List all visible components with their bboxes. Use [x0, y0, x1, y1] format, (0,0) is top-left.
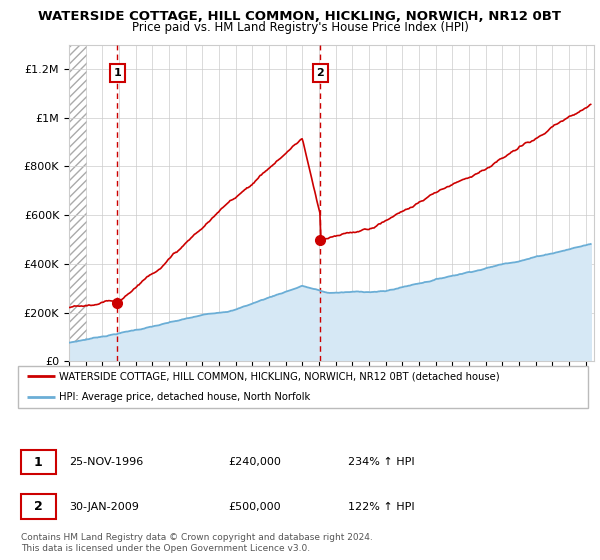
- Text: 1: 1: [34, 455, 43, 469]
- Text: 1: 1: [113, 68, 121, 78]
- Text: 30-JAN-2009: 30-JAN-2009: [69, 502, 139, 512]
- Text: 25-NOV-1996: 25-NOV-1996: [69, 457, 143, 467]
- Text: WATERSIDE COTTAGE, HILL COMMON, HICKLING, NORWICH, NR12 0BT (detached house): WATERSIDE COTTAGE, HILL COMMON, HICKLING…: [59, 371, 500, 381]
- Text: £500,000: £500,000: [228, 502, 281, 512]
- Text: Contains HM Land Registry data © Crown copyright and database right 2024.: Contains HM Land Registry data © Crown c…: [21, 533, 373, 542]
- Text: Price paid vs. HM Land Registry's House Price Index (HPI): Price paid vs. HM Land Registry's House …: [131, 21, 469, 34]
- Text: 2: 2: [34, 500, 43, 514]
- Text: HPI: Average price, detached house, North Norfolk: HPI: Average price, detached house, Nort…: [59, 392, 310, 402]
- Text: £240,000: £240,000: [228, 457, 281, 467]
- FancyBboxPatch shape: [18, 366, 588, 408]
- Text: 2: 2: [316, 68, 324, 78]
- Text: This data is licensed under the Open Government Licence v3.0.: This data is licensed under the Open Gov…: [21, 544, 310, 553]
- Text: WATERSIDE COTTAGE, HILL COMMON, HICKLING, NORWICH, NR12 0BT: WATERSIDE COTTAGE, HILL COMMON, HICKLING…: [38, 10, 562, 22]
- Text: 122% ↑ HPI: 122% ↑ HPI: [348, 502, 415, 512]
- Text: 234% ↑ HPI: 234% ↑ HPI: [348, 457, 415, 467]
